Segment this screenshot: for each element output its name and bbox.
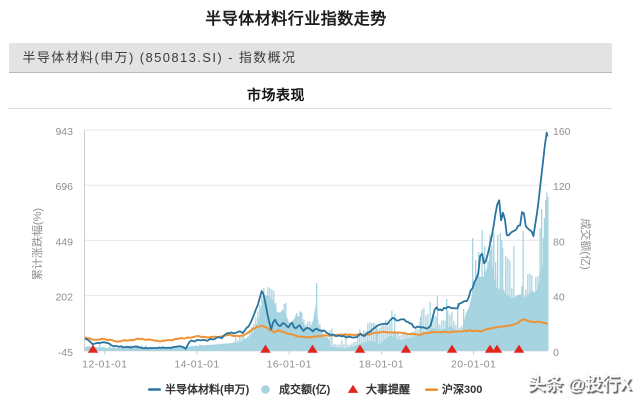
svg-text:14-01-01: 14-01-01	[174, 359, 219, 371]
svg-text:成交额(亿): 成交额(亿)	[279, 382, 331, 396]
svg-text:大事提醒: 大事提醒	[366, 382, 410, 396]
svg-text:12-01-01: 12-01-01	[82, 359, 127, 371]
svg-text:449: 449	[55, 236, 73, 248]
svg-text:-45: -45	[58, 347, 73, 359]
svg-text:半导体材料(申万): 半导体材料(申万)	[165, 382, 250, 396]
svg-text:0: 0	[553, 347, 559, 359]
svg-text:16-01-01: 16-01-01	[267, 359, 312, 371]
svg-text:40: 40	[553, 292, 565, 304]
svg-text:120: 120	[553, 181, 571, 193]
svg-text:943: 943	[55, 126, 73, 138]
svg-text:202: 202	[55, 292, 73, 304]
svg-text:沪深300: 沪深300	[442, 382, 482, 396]
svg-text:20-01-01: 20-01-01	[451, 359, 496, 371]
svg-text:累计涨跌幅(%): 累计涨跌幅(%)	[30, 208, 44, 280]
svg-text:160: 160	[553, 126, 571, 138]
svg-text:18-01-01: 18-01-01	[359, 359, 404, 371]
svg-text:80: 80	[553, 236, 565, 248]
svg-text:成交额(亿): 成交额(亿)	[579, 218, 593, 269]
svg-text:696: 696	[55, 181, 73, 193]
